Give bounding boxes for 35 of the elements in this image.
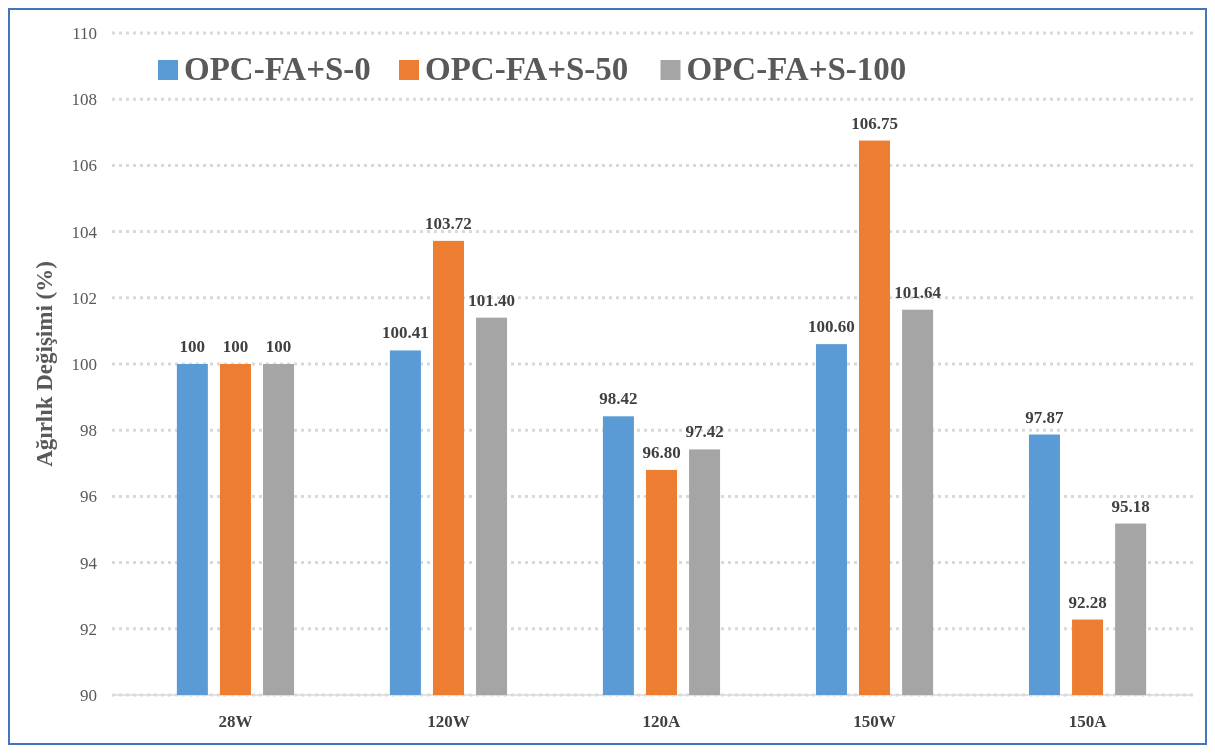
- y-tick-label: 96: [80, 487, 97, 507]
- x-tick-label: 120A: [642, 712, 682, 731]
- y-tick-label: 94: [80, 553, 98, 573]
- data-label: 100: [265, 337, 292, 356]
- data-label: 98.42: [599, 389, 638, 409]
- y-tick-label: 98: [80, 421, 97, 441]
- data-label: 96.80: [642, 442, 681, 462]
- y-tick-label: 104: [71, 222, 98, 242]
- data-label: 100: [179, 337, 206, 356]
- x-tick-label: 120W: [427, 712, 470, 731]
- x-tick-label: 28W: [218, 712, 253, 731]
- data-label: 92.28: [1068, 592, 1107, 612]
- data-label: 97.87: [1025, 407, 1065, 427]
- data-label: 106.75: [851, 113, 898, 133]
- legend-label: OPC-FA+S-100: [686, 51, 907, 87]
- data-label: 100.41: [382, 323, 429, 343]
- y-tick-label: 108: [71, 90, 97, 110]
- data-label: 103.72: [425, 213, 472, 233]
- data-label: 101.40: [468, 290, 515, 310]
- data-label: 100: [222, 337, 249, 356]
- y-tick-label: 102: [71, 288, 97, 308]
- x-tick-label: 150W: [853, 712, 896, 731]
- data-label: 95.18: [1111, 496, 1150, 516]
- y-tick-label: 100: [71, 355, 97, 374]
- data-label: 101.64: [894, 282, 942, 302]
- legend-label: OPC-FA+S-0: [184, 51, 371, 87]
- y-axis-title: Ağırlık Değişimi (%): [32, 261, 57, 467]
- y-tick-label: 106: [71, 156, 97, 176]
- data-label: 100.60: [808, 317, 855, 337]
- x-tick-label: 150A: [1068, 712, 1108, 731]
- y-tick-label: 90: [80, 686, 97, 705]
- y-tick-label: 110: [72, 24, 97, 43]
- y-tick-label: 92: [80, 619, 97, 639]
- data-label: 97.42: [685, 422, 724, 442]
- legend-label: OPC-FA+S-50: [425, 51, 629, 87]
